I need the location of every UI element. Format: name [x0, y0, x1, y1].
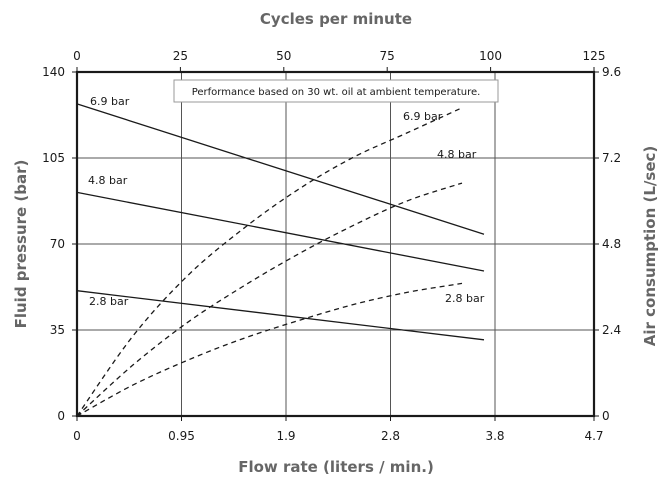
label-solid-2.8-bar: 2.8 bar [89, 295, 129, 308]
y2-tick-label: 7.2 [602, 151, 621, 165]
series-layer [76, 103, 485, 417]
annotation-box [173, 79, 499, 103]
y2-tick-label: 0 [602, 409, 610, 423]
right-axis-title: Air consumption (L/sec) [641, 146, 659, 346]
y-tick-label: 140 [42, 65, 65, 79]
grid-lines [77, 72, 594, 416]
y2-tick-label: 2.4 [602, 323, 621, 337]
x2-tick-label: 0 [73, 49, 81, 63]
y-tick-label: 0 [57, 409, 65, 423]
fluid-pressure-series-6.9-bar [76, 103, 485, 235]
tick-labels: 0 0.95 1.9 2.8 3.8 4.7 0 25 50 75 100 125 0 35 70 105 14… [42, 49, 621, 443]
x-tick-label: 4.7 [584, 429, 603, 443]
fluid-pressure-series-2.8-bar [76, 290, 485, 341]
air-consumption-series-4.8-bar [76, 182, 463, 417]
x-tick-label: 0.95 [168, 429, 195, 443]
label-solid-4.8-bar: 4.8 bar [88, 174, 128, 187]
y-tick-label: 70 [50, 237, 65, 251]
fluid-pressure-series-4.8-bar [76, 191, 485, 272]
air-consumption-series-6.9-bar [76, 107, 463, 417]
y2-tick-label: 9.6 [602, 65, 621, 79]
annotation-text: Performance based on 30 wt. oil at ambie… [192, 87, 481, 98]
label-solid-6.9-bar: 6.9 bar [90, 95, 130, 108]
x2-tick-label: 25 [173, 49, 188, 63]
x2-tick-label: 75 [380, 49, 395, 63]
top-axis-title: Cycles per minute [260, 10, 412, 28]
x2-tick-label: 125 [583, 49, 606, 63]
x-tick-label: 3.8 [485, 429, 504, 443]
air-consumption-series-2.8-bar [76, 282, 463, 417]
x2-tick-label: 100 [479, 49, 502, 63]
label-dashed-4.8-bar: 4.8 bar [437, 148, 477, 161]
x-tick-label: 0 [73, 429, 81, 443]
x-tick-label: 1.9 [276, 429, 295, 443]
bottom-axis-title: Flow rate (liters / min.) [238, 458, 434, 476]
label-dashed-2.8-bar: 2.8 bar [445, 292, 485, 305]
y2-tick-label: 4.8 [602, 237, 621, 251]
x-tick-label: 2.8 [381, 429, 400, 443]
y-tick-label: 35 [50, 323, 65, 337]
left-axis-title: Fluid pressure (bar) [12, 160, 30, 329]
x2-tick-label: 50 [276, 49, 291, 63]
y-tick-label: 105 [42, 151, 65, 165]
label-dashed-6.9-bar: 6.9 bar [403, 110, 443, 123]
